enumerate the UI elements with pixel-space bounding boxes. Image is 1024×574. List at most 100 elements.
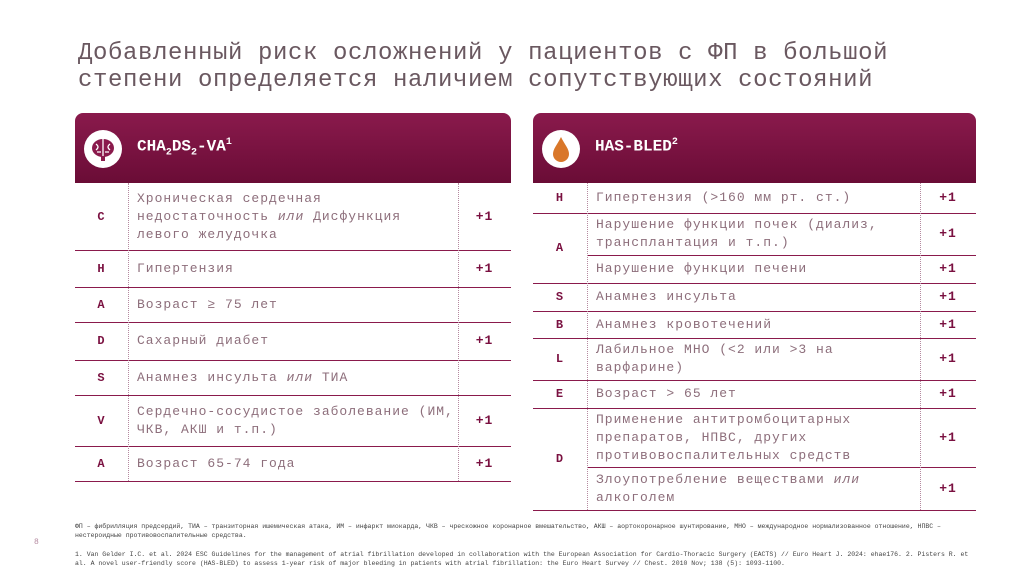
criterion: Возраст > 65 лет — [587, 380, 920, 408]
letter: S — [97, 370, 106, 385]
divider — [533, 338, 976, 339]
heading: HAS-BLED2 — [595, 137, 678, 156]
column-line — [128, 183, 129, 481]
text-segment: Анамнез кровотечений — [596, 316, 773, 332]
text-segment: Нарушение функции печени — [596, 261, 808, 276]
criterion: Гипертензия (>160 мм рт. ст.) — [587, 183, 920, 213]
criterion: Анамнез инсульта или ТИА — [128, 360, 458, 395]
score: +1 — [939, 429, 957, 445]
text-segment: ТИА — [321, 369, 349, 385]
letter: H — [97, 261, 106, 276]
divider — [75, 250, 511, 251]
brain-icon — [84, 130, 122, 168]
text-segment: Злоупотребление веществами — [596, 471, 825, 487]
slide-title: степени определяется наличием сопутствую… — [78, 67, 874, 94]
criterion: Анамнез инсульта — [587, 283, 920, 311]
divider — [587, 467, 976, 468]
divider — [533, 380, 976, 381]
divider — [75, 446, 511, 447]
text-segment: Анамнез инсульта — [137, 369, 278, 385]
letter: E — [555, 387, 565, 401]
column-line — [587, 183, 588, 510]
text-segment: Применение антитромбоцитарных препаратов… — [596, 411, 852, 463]
conjunction: или — [277, 208, 305, 224]
slide-title: Добавленный риск осложнений у пациентов … — [78, 40, 889, 67]
text-segment: Дисфункция левого желудочка — [137, 208, 402, 242]
text-segment: Возраст ≥ 75 лет — [137, 296, 278, 312]
references: 1. Van Gelder I.C. et al. 2024 ESC Guide… — [75, 551, 969, 567]
divider — [75, 287, 511, 288]
divider — [75, 322, 511, 323]
letter: A — [555, 241, 565, 255]
table-header: HAS-BLED2 — [533, 113, 976, 183]
text-segment: Анамнез инсульта — [596, 289, 737, 304]
criterion-text: Возраст > 65 лет — [596, 385, 737, 403]
letter: L — [555, 352, 565, 366]
text-segment: Нарушение функции почек (диализ, транспл… — [596, 217, 878, 250]
letter: A — [97, 456, 106, 471]
divider — [587, 255, 976, 256]
criterion: Возраст 65-74 года — [128, 446, 458, 481]
criterion: Злоупотребление веществами или алкоголем — [587, 467, 920, 510]
score: +1 — [475, 260, 494, 276]
criterion: Нарушение функции почек (диализ, транспл… — [587, 213, 920, 255]
text-segment: Возраст 65-74 года — [137, 455, 296, 471]
criterion-text: Возраст 65-74 года — [137, 455, 295, 473]
divider — [533, 283, 976, 284]
criterion-text: Нарушение функции печени — [596, 260, 807, 278]
abbreviations: ФП – фибрилляция предсердий, ТИА – транз… — [75, 523, 941, 539]
criterion: Сахарный диабет — [128, 322, 458, 360]
divider — [533, 213, 976, 214]
criterion: Возраст ≥ 75 лет — [128, 287, 458, 322]
table-header: CHA2DS2-VA1 — [75, 113, 511, 183]
text-segment: Возраст > 65 лет — [596, 386, 737, 401]
letter: H — [555, 191, 565, 205]
criterion: Лабильное МНО (<2 или >3 на варфарине) — [587, 338, 920, 380]
conjunction: или — [286, 369, 314, 385]
text-segment: Сердечно-сосудистое заболевание (ИМ, ЧКВ… — [137, 403, 454, 437]
criterion-text: Анамнез инсульта — [596, 288, 737, 306]
criterion: Нарушение функции печени — [587, 255, 920, 283]
criterion-text: Возраст ≥ 75 лет — [137, 296, 278, 314]
divider — [533, 510, 976, 511]
divider — [533, 408, 976, 409]
divider — [75, 360, 511, 361]
column-line — [920, 183, 921, 510]
criterion-text: Применение антитромбоцитарных препаратов… — [596, 411, 916, 465]
score: +1 — [475, 333, 494, 348]
criterion-text: Злоупотребление веществами или алкоголем — [596, 471, 916, 507]
score: +1 — [939, 386, 957, 401]
letter: V — [97, 413, 106, 428]
letter: D — [555, 452, 565, 466]
score: +1 — [939, 351, 957, 366]
page-number: 8 — [34, 538, 39, 547]
letter: D — [97, 334, 106, 348]
score: +1 — [939, 261, 957, 276]
criterion: Применение антитромбоцитарных препаратов… — [587, 408, 920, 467]
letter: B — [555, 317, 565, 332]
divider — [75, 395, 511, 396]
heading: CHA2DS2-VA1 — [137, 137, 232, 159]
score: +1 — [939, 226, 957, 241]
text-segment: Сахарный диабет — [137, 333, 270, 348]
score: +1 — [939, 480, 957, 496]
text-segment: Лабильное МНО (<2 или >3 на варфарине) — [596, 342, 834, 375]
conjunction: или — [833, 471, 861, 487]
criterion: Хроническая сердечная недостаточность ил… — [128, 183, 458, 250]
column-line — [458, 183, 459, 481]
letter: A — [97, 297, 106, 312]
letter: S — [555, 290, 565, 304]
criterion-text: Гипертензия (>160 мм рт. ст.) — [596, 189, 851, 207]
criterion-text: Хроническая сердечная недостаточность ил… — [137, 190, 454, 244]
criterion: Анамнез кровотечений — [587, 311, 920, 338]
criterion-text: Анамнез инсульта или ТИА — [137, 369, 348, 387]
score: +1 — [939, 316, 957, 332]
criterion: Гипертензия — [128, 250, 458, 287]
drop-icon — [542, 130, 580, 168]
criterion-text: Гипертензия — [137, 260, 234, 278]
criterion-text: Анамнез кровотечений — [596, 316, 772, 334]
criterion-text: Нарушение функции почек (диализ, транспл… — [596, 216, 916, 252]
letter: C — [97, 209, 106, 224]
criterion-text: Лабильное МНО (<2 или >3 на варфарине) — [596, 341, 916, 377]
